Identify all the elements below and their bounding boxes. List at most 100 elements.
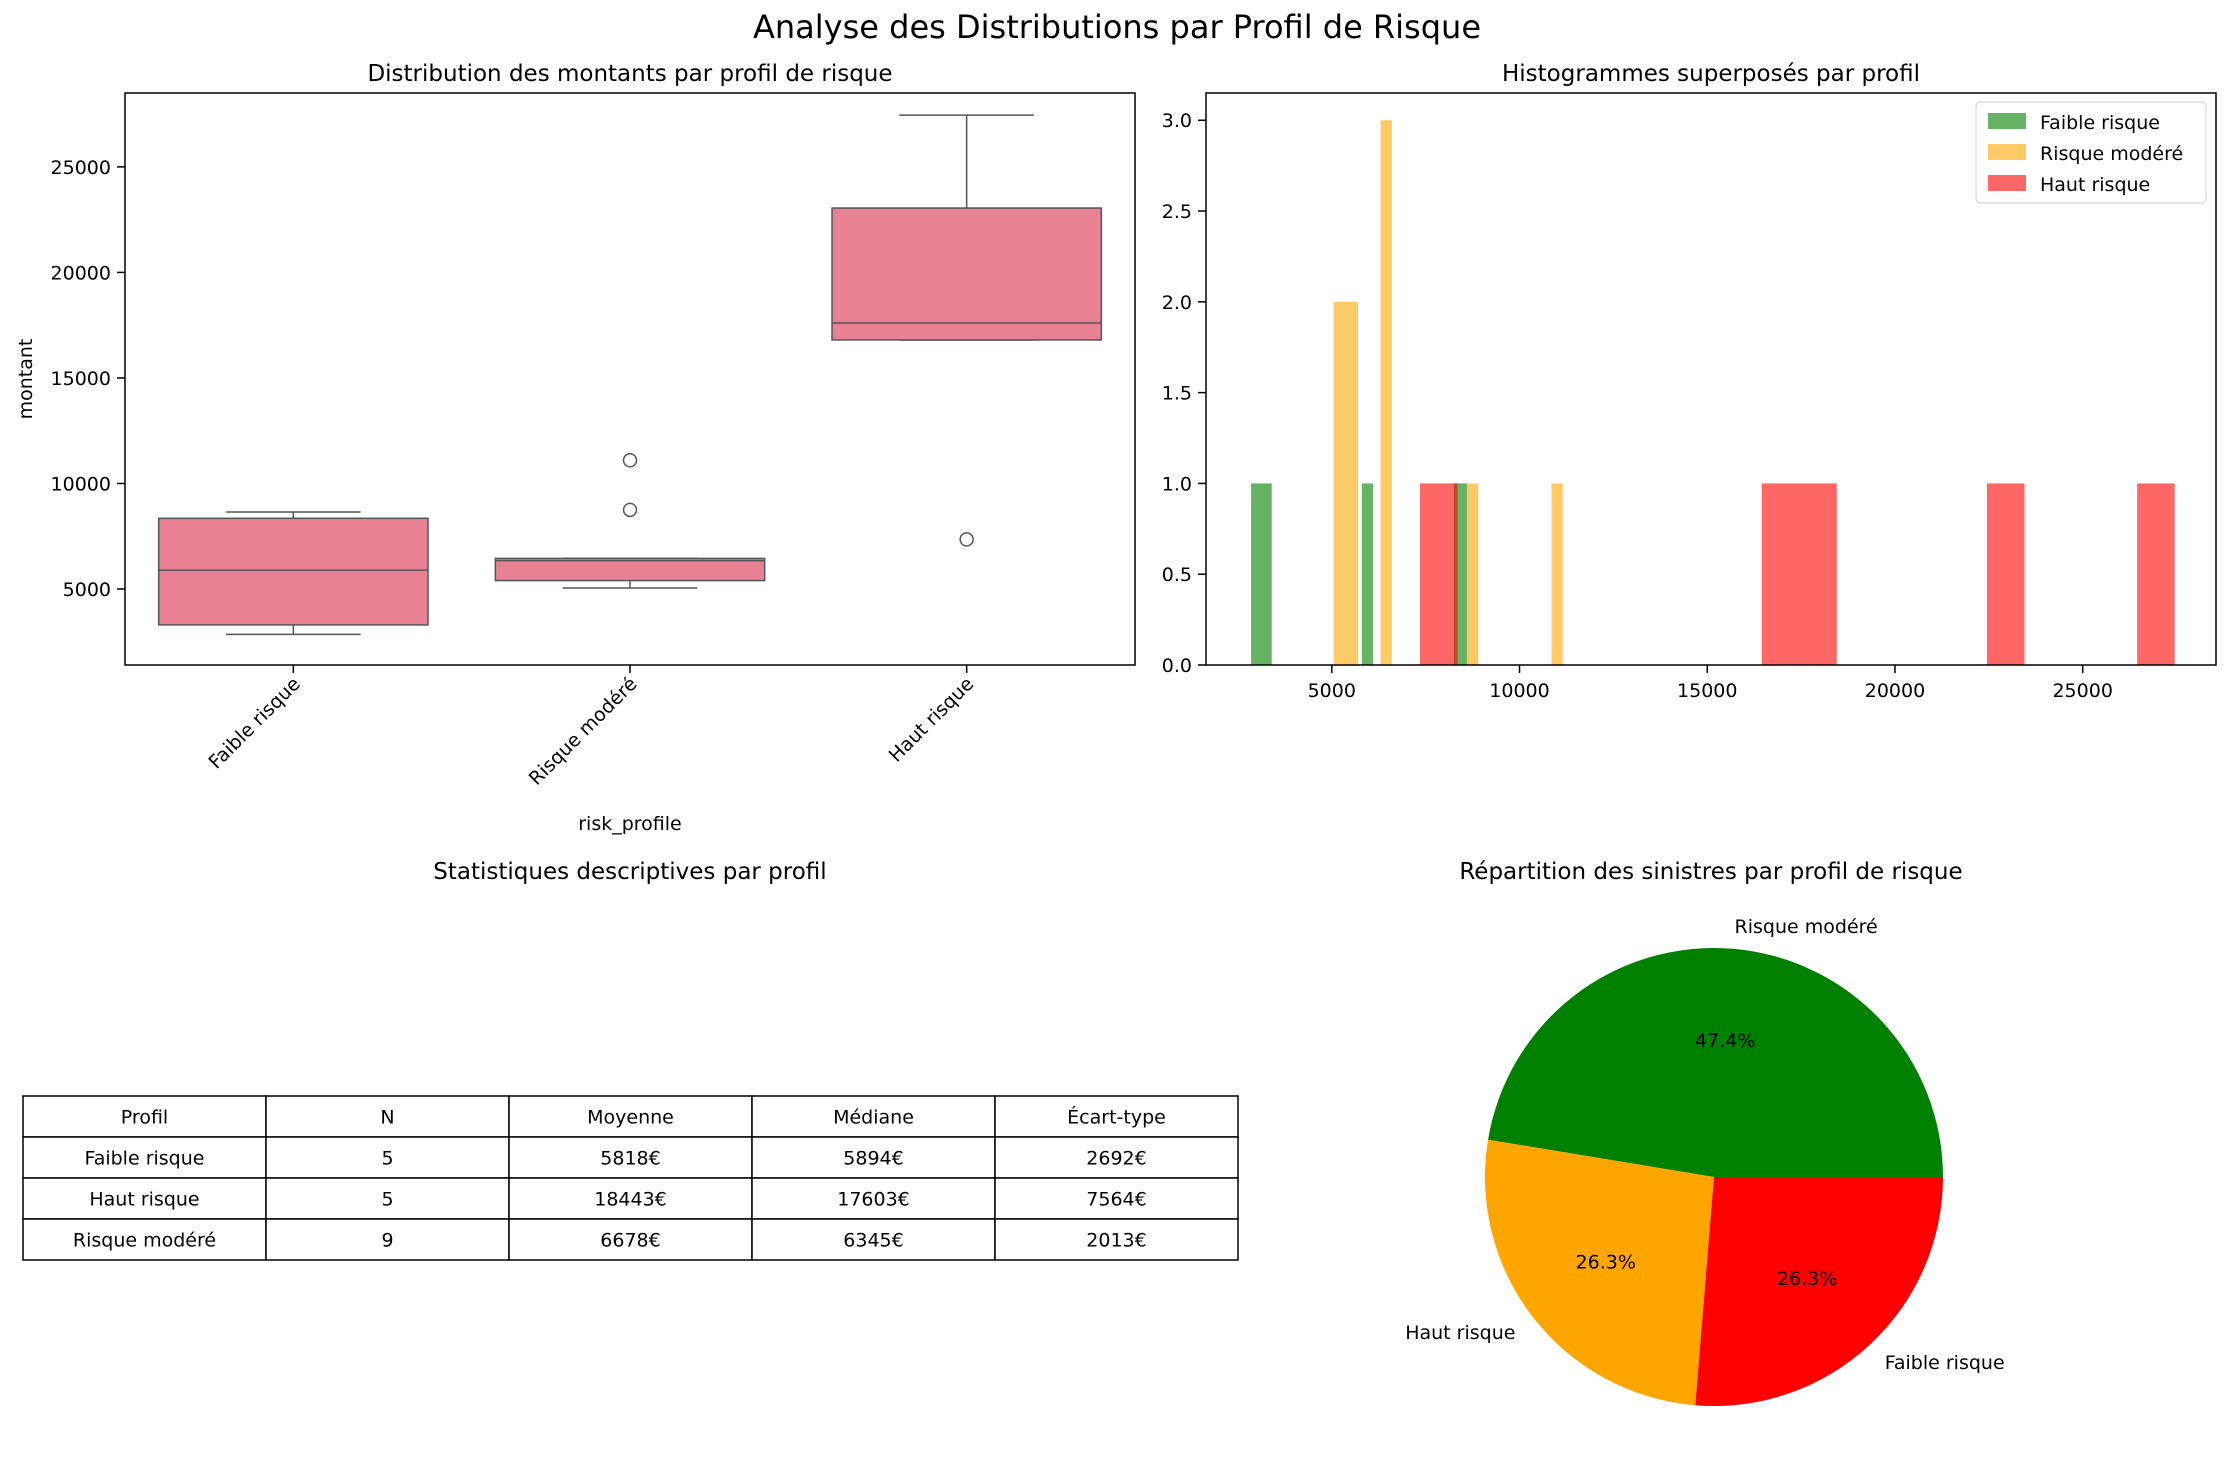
box-iqr	[494, 557, 766, 582]
histogram-xtick-label: 15000	[1677, 680, 1737, 702]
table-header-cell	[751, 1095, 996, 1138]
histogram-bar	[2137, 483, 2175, 665]
histogram-xtick-label: 25000	[2052, 680, 2112, 702]
histogram-bar	[1466, 483, 1479, 665]
histogram-title: Histogrammes superposés par profil	[1502, 61, 1920, 87]
boxplot-ytick-label: 15000	[51, 368, 111, 390]
table-cell	[508, 1218, 753, 1261]
pie-slice-label: Risque modéré	[1735, 916, 1878, 938]
pie-pct-label: 26.3%	[1777, 1268, 1837, 1290]
histogram-bar	[1761, 483, 1837, 665]
histogram-bar	[1361, 483, 1374, 665]
boxplot-ytick-label: 25000	[51, 157, 111, 179]
boxplot-ytick-label: 20000	[51, 262, 111, 284]
histogram-bar	[1420, 483, 1458, 665]
histogram-bar	[1251, 483, 1272, 665]
pie-chart: 47.4% Risque modéré 26.3% Haut risque 26.3% F…	[1405, 916, 2005, 1406]
legend-swatch-faible	[1988, 113, 2026, 129]
histogram-xtick-label: 10000	[1489, 680, 1549, 702]
boxplot-xtick-label: Haut risque	[885, 673, 979, 767]
histogram-bars	[1251, 120, 2175, 665]
table-cell-text: 2692€	[1086, 1148, 1146, 1170]
table-cell-text: Haut risque	[89, 1189, 199, 1211]
legend-label-modere: Risque modéré	[2040, 143, 2183, 165]
boxplot-panel: Distribution des montants par profil de …	[15, 61, 1136, 835]
histogram-axes: 0.0 0.5 1.0 1.5 2.0 2.5 3.0 5000 10000 15000 20000…	[1162, 110, 2113, 702]
table-cell	[22, 1136, 267, 1179]
histogram-xtick-label: 5000	[1308, 680, 1356, 702]
table-cell	[751, 1218, 996, 1261]
boxplot-ytick-label: 10000	[51, 473, 111, 495]
stats-table-title: Statistiques descriptives par profil	[433, 859, 826, 885]
histogram-bar	[1380, 120, 1392, 665]
table-cell	[22, 1218, 267, 1261]
table-cell-text: 6678€	[600, 1230, 660, 1252]
pie-slice-label: Haut risque	[1405, 1322, 1515, 1344]
table-cell	[265, 1136, 510, 1179]
table-cell-text: 2013€	[1086, 1230, 1146, 1252]
table-cell-text: Faible risque	[85, 1148, 205, 1170]
table-cell-text: 9	[381, 1230, 393, 1252]
legend-box	[1975, 101, 2207, 204]
table-cell	[508, 1177, 753, 1220]
table-header-cell	[508, 1095, 753, 1138]
table-cell-text: 7564€	[1086, 1189, 1146, 1211]
table-cell	[751, 1177, 996, 1220]
histogram-ytick-label: 3.0	[1162, 110, 1192, 132]
boxplot-ylabel: montant	[15, 339, 37, 420]
legend-swatch-haut	[1988, 175, 2026, 191]
table-cell-text: 5818€	[600, 1148, 660, 1170]
legend-swatch-modere	[1988, 144, 2026, 160]
box-iqr	[157, 517, 429, 626]
legend-label-faible: Faible risque	[2040, 112, 2160, 134]
histogram-ytick-label: 2.0	[1162, 292, 1192, 314]
table-cell-text: 17603€	[837, 1189, 910, 1211]
histogram-panel: Histogrammes superposés par profil 0.0 0.…	[1162, 61, 2217, 702]
histogram-ytick-label: 0.0	[1162, 655, 1192, 677]
histogram-ytick-label: 2.5	[1162, 201, 1192, 223]
table-cell-text: 18443€	[594, 1189, 667, 1211]
histogram-bar	[1333, 301, 1359, 665]
table-cell	[751, 1136, 996, 1179]
pie-panel: Répartition des sinistres par profil de …	[1405, 859, 2005, 1406]
pie-slice	[1488, 948, 1943, 1177]
table-cell	[994, 1136, 1239, 1179]
stats-table: Profil N Moyenne Médiane Écart-type Faible ri…	[22, 1095, 1239, 1261]
table-header-cell	[994, 1095, 1239, 1138]
table-cell-text: 5894€	[843, 1148, 903, 1170]
pie-pct-label: 26.3%	[1576, 1252, 1636, 1274]
histogram-bar	[1551, 483, 1563, 665]
boxplot-ytick-label: 5000	[63, 579, 111, 601]
histogram-frame	[1205, 92, 2217, 666]
boxplot-xtick-label: Risque modéré	[525, 673, 642, 790]
boxplot-marks	[157, 114, 1103, 636]
stats-table-panel: Statistiques descriptives par profil Pro…	[22, 859, 1239, 1261]
table-cell-text: 5	[381, 1148, 393, 1170]
histogram-bar	[1986, 483, 2025, 665]
table-header-text: Écart-type	[1067, 1106, 1166, 1129]
table-cell-text: Risque modéré	[73, 1230, 216, 1252]
pie-title: Répartition des sinistres par profil de …	[1459, 859, 1962, 885]
table-header-text: N	[380, 1107, 394, 1129]
box-outlier	[959, 532, 974, 547]
histogram-xtick-label: 20000	[1865, 680, 1925, 702]
histogram-ytick-label: 1.0	[1162, 473, 1192, 495]
table-cell-text: 5	[381, 1189, 393, 1211]
pie-pct-label: 47.4%	[1695, 1030, 1755, 1052]
histogram-legend: Faible risque Risque modéré Haut risque	[1975, 101, 2207, 204]
figure-suptitle: Analyse des Distributions par Profil de …	[753, 8, 1481, 46]
box-outlier	[622, 453, 638, 468]
pie-slice-label: Faible risque	[1885, 1352, 2005, 1374]
table-header-text: Médiane	[833, 1107, 914, 1129]
box-iqr	[831, 207, 1103, 341]
box-outlier	[622, 502, 638, 518]
table-cell-text: 6345€	[843, 1230, 903, 1252]
histogram-ytick-label: 0.5	[1162, 564, 1192, 586]
legend-label-haut: Haut risque	[2040, 174, 2150, 196]
pie-slice	[1485, 1139, 1714, 1406]
boxplot-xlabel: risk_profile	[578, 813, 682, 835]
boxplot-title: Distribution des montants par profil de …	[367, 61, 892, 87]
boxplot-frame	[124, 92, 1136, 666]
table-cell	[994, 1218, 1239, 1261]
